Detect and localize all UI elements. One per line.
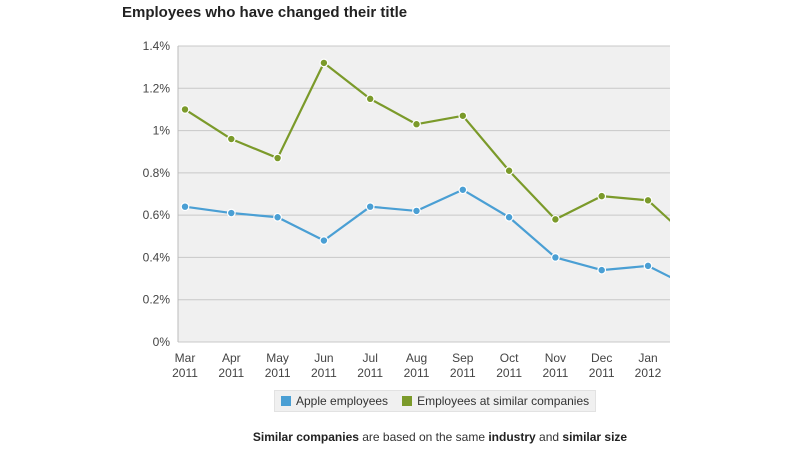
- y-tick-label: 0.4%: [143, 250, 171, 264]
- data-point-similar[interactable]: [412, 119, 421, 129]
- x-tick-label: Sep 2011: [450, 351, 476, 380]
- x-tick-label: Jun 2011: [311, 351, 337, 380]
- data-point-similar[interactable]: [458, 111, 468, 121]
- data-point-apple[interactable]: [319, 236, 329, 245]
- data-point-apple[interactable]: [597, 265, 607, 275]
- data-point-apple[interactable]: [504, 212, 514, 222]
- data-point-similar[interactable]: [273, 153, 283, 163]
- footnote-bold-1: Similar companies: [252, 430, 359, 444]
- x-tick-label: Mar 2011: [172, 351, 198, 380]
- data-point-similar[interactable]: [551, 214, 560, 224]
- footnote-bold-2: industry: [488, 430, 536, 444]
- y-tick-label: 0.2%: [143, 293, 171, 307]
- data-point-apple[interactable]: [551, 253, 560, 262]
- x-tick-label: Jul 2011: [357, 351, 383, 380]
- legend-item-apple[interactable]: Apple employees: [281, 394, 388, 408]
- legend-swatch-apple: [281, 396, 291, 406]
- footnote-text-2: and: [535, 430, 563, 444]
- footnote-text-1: are based on the same: [358, 430, 489, 444]
- legend-swatch-similar: [402, 396, 413, 406]
- data-point-similar[interactable]: [504, 166, 514, 176]
- data-point-similar[interactable]: [597, 191, 607, 201]
- legend-label-apple: Apple employees: [296, 394, 389, 408]
- data-point-apple[interactable]: [458, 185, 468, 195]
- data-point-apple[interactable]: [643, 261, 653, 271]
- y-tick-label: 0.6%: [143, 208, 171, 222]
- data-point-similar[interactable]: [180, 105, 190, 114]
- y-tick-label: 1.2%: [143, 81, 171, 95]
- data-point-similar[interactable]: [365, 94, 375, 104]
- x-tick-label: May 2011: [265, 351, 291, 380]
- x-tick-label: Dec 2011: [589, 351, 615, 380]
- y-tick-label: 0.8%: [143, 166, 171, 180]
- series-line-apple: [184, 188, 670, 279]
- data-point-similar[interactable]: [319, 58, 329, 68]
- y-tick-label: 0%: [153, 335, 171, 349]
- data-point-similar[interactable]: [643, 195, 653, 205]
- footnote: Similar companies are based on the same …: [0, 430, 800, 444]
- x-tick-label: Jan 2012: [635, 351, 662, 380]
- legend-label-similar: Employees at similar companies: [417, 394, 590, 408]
- data-point-similar[interactable]: [226, 134, 236, 144]
- data-point-apple[interactable]: [226, 208, 236, 218]
- data-point-apple[interactable]: [365, 202, 375, 212]
- y-tick-label: 1.4%: [143, 39, 171, 53]
- y-tick-label: 1%: [153, 124, 171, 138]
- data-point-similar[interactable]: [691, 239, 699, 247]
- data-point-apple[interactable]: [691, 285, 699, 293]
- data-point-apple[interactable]: [273, 212, 283, 222]
- footnote-bold-3: similar size: [562, 430, 628, 444]
- series-line-similar: [184, 61, 670, 222]
- x-tick-label: Aug 2011: [404, 351, 430, 380]
- legend-item-similar[interactable]: Employees at similar companies: [402, 394, 589, 408]
- data-point-apple[interactable]: [180, 202, 190, 212]
- plot-background: [178, 46, 670, 342]
- x-tick-label: Oct 2011: [496, 351, 522, 380]
- data-point-apple[interactable]: [412, 206, 421, 216]
- x-tick-label: Apr 2011: [218, 351, 244, 380]
- x-tick-label: Nov 2011: [542, 351, 568, 380]
- legend: Apple employees Employees at similar com…: [274, 390, 597, 412]
- chart-title: Employees who have changed their title: [122, 4, 408, 21]
